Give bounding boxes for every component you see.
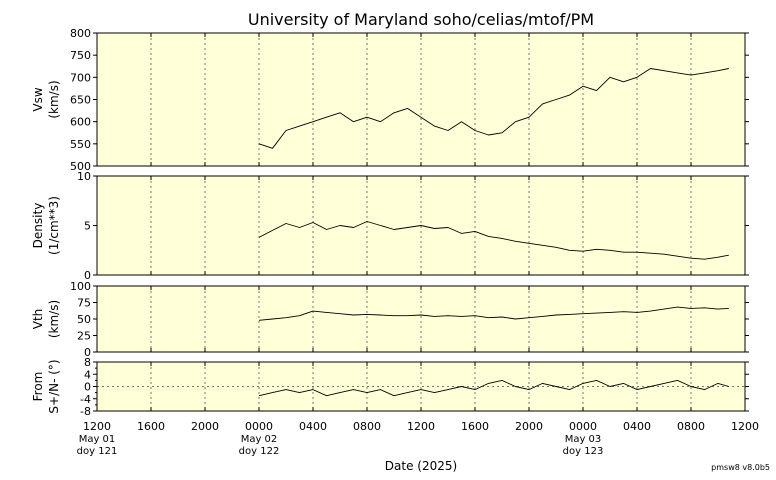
y-tick-label: 750 <box>70 49 91 62</box>
x-tick-label: 0400 <box>299 420 327 433</box>
doy-label: doy 123 <box>563 446 604 457</box>
y-tick-label: 0 <box>84 269 91 282</box>
panel-frame <box>96 32 746 167</box>
panel-0: 500 550 600 650 700 750 800 Vsw (km/s) <box>31 27 749 173</box>
y-tick-label: 8 <box>84 356 91 369</box>
y-tick-label: 10 <box>77 170 91 183</box>
panel-frame <box>96 361 746 412</box>
y-axis-label: Vth <box>31 309 45 330</box>
y-tick-label: 50 <box>77 313 91 326</box>
data-series-line <box>258 379 729 397</box>
y-axis-unit: S+/N- (°) <box>47 359 61 413</box>
x-tick-label: 0000 <box>245 420 273 433</box>
data-series-line <box>258 221 729 260</box>
x-tick-label: 0000 <box>569 420 597 433</box>
x-tick-label: 1600 <box>461 420 489 433</box>
x-tick-label: 1200 <box>407 420 435 433</box>
y-tick-label: 0 <box>84 346 91 359</box>
y-tick-label: 700 <box>70 71 91 84</box>
y-tick-label: 550 <box>70 138 91 151</box>
y-tick-label: 500 <box>70 160 91 173</box>
y-tick-label: 5 <box>84 220 91 233</box>
y-tick-label: -4 <box>80 393 91 406</box>
y-axis-label: From <box>31 372 45 402</box>
x-axis-label: Date (2025) <box>385 459 457 473</box>
data-series-line <box>258 306 729 321</box>
y-tick-label: 800 <box>70 27 91 40</box>
x-tick-label: 2000 <box>191 420 219 433</box>
y-tick-label: 100 <box>70 280 91 293</box>
y-tick-label: 650 <box>70 94 91 107</box>
x-tick-label: 1200 <box>731 420 759 433</box>
version-label: pmsw8 v8.0b5 <box>711 463 770 472</box>
panel-2: 0 25 50 75 100 Vth (km/s) <box>31 280 749 359</box>
y-tick-label: 600 <box>70 116 91 129</box>
y-tick-label: 0 <box>84 381 91 394</box>
doy-label: doy 122 <box>239 446 280 457</box>
x-tick-label: 0400 <box>623 420 651 433</box>
y-axis-unit: (km/s) <box>47 300 61 338</box>
x-axis: 1200 1600 2000 0000 0400 0800 1200 1600 2000 0000… <box>77 420 759 457</box>
x-tick-label: 1200 <box>83 420 111 433</box>
panel-1: 0 5 10 Density (1/cm**3) <box>31 170 749 282</box>
x-tick-label: 0800 <box>677 420 705 433</box>
y-tick-label: 4 <box>84 368 91 381</box>
y-axis-unit: (km/s) <box>47 80 61 118</box>
y-tick-label: -8 <box>80 405 91 418</box>
panel-frame <box>96 285 746 353</box>
date-label: May 02 <box>241 434 278 445</box>
date-label: May 03 <box>565 434 602 445</box>
data-series-line <box>258 68 729 149</box>
x-tick-label: 2000 <box>515 420 543 433</box>
y-tick-label: 25 <box>77 330 91 343</box>
y-axis-unit: (1/cm**3) <box>47 196 61 255</box>
chart-title: University of Maryland soho/celias/mtof/… <box>248 10 594 29</box>
x-tick-label: 1600 <box>137 420 165 433</box>
y-axis-label: Density <box>31 203 45 249</box>
date-label: May 01 <box>79 434 116 445</box>
y-axis-label: Vsw <box>31 87 45 111</box>
y-tick-label: 75 <box>77 297 91 310</box>
doy-label: doy 121 <box>77 446 118 457</box>
x-tick-label: 0800 <box>353 420 381 433</box>
panel-frame <box>96 175 746 276</box>
